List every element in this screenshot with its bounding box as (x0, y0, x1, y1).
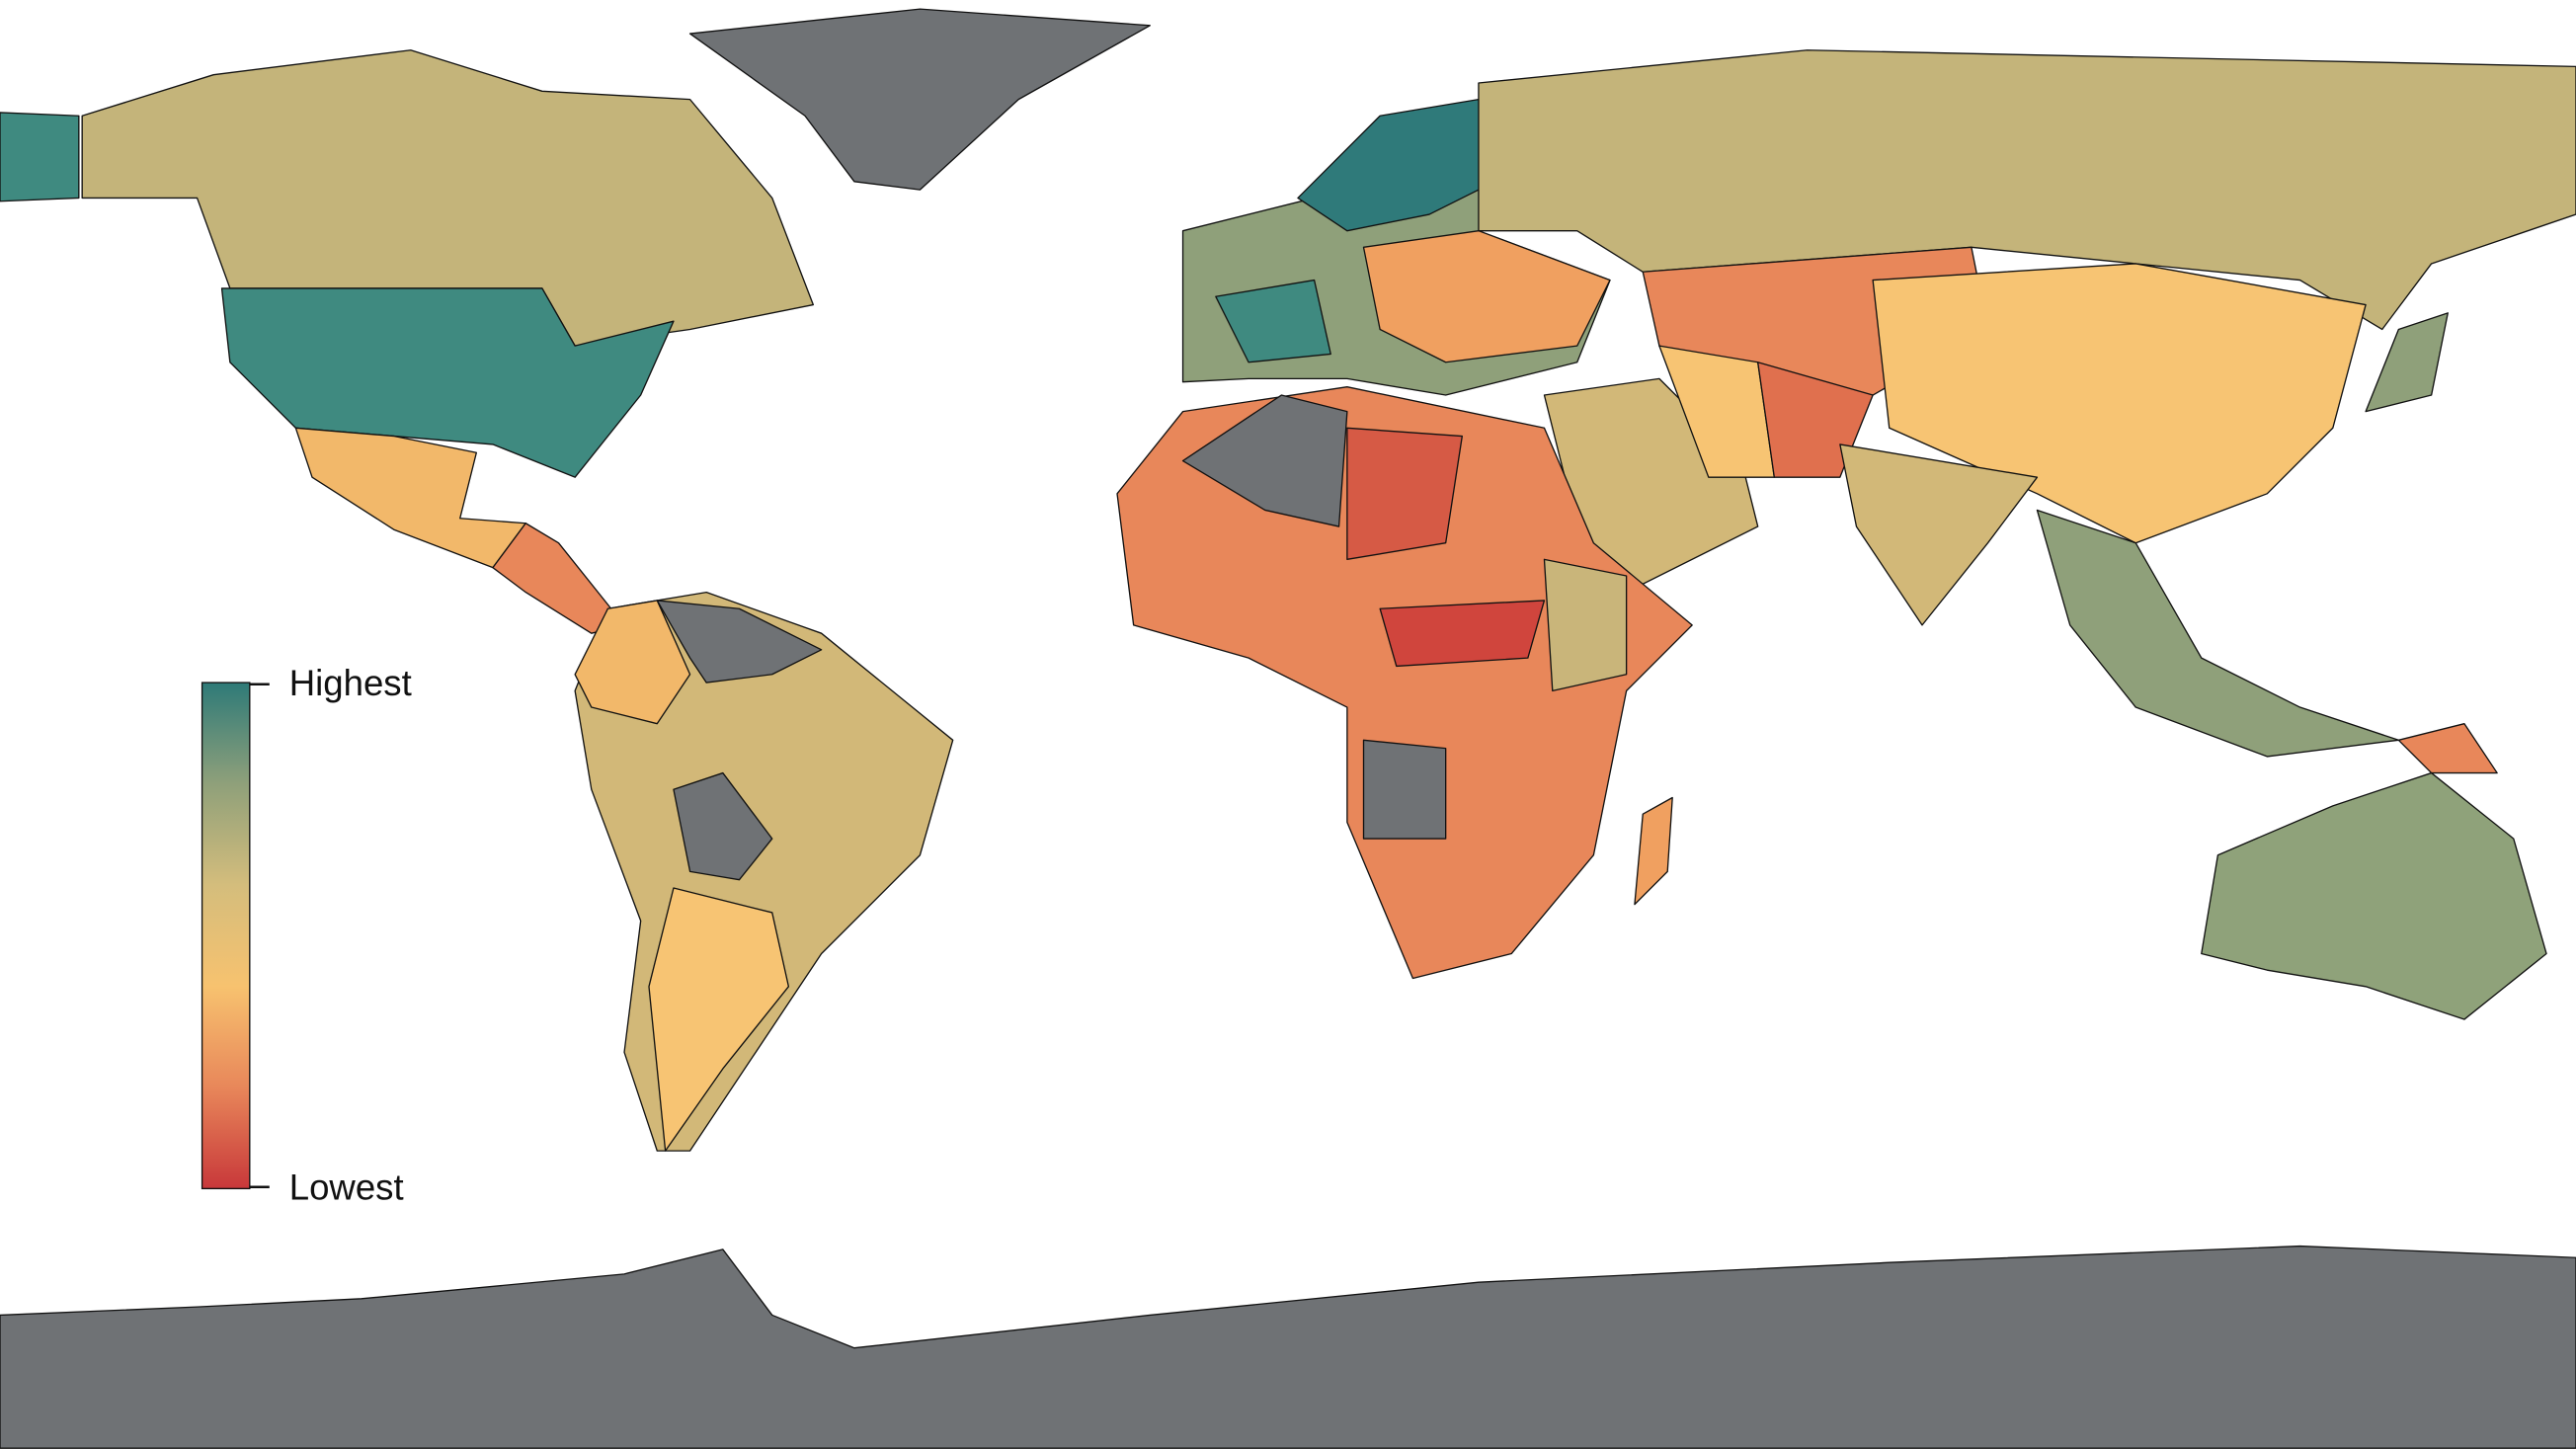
legend: Highest Lowest (201, 663, 412, 1208)
south-sudan (1379, 600, 1546, 668)
argentina (648, 887, 790, 1152)
africa (1116, 386, 1693, 980)
madagascar (1634, 796, 1673, 906)
angola (1362, 739, 1447, 840)
venezuela (656, 600, 823, 684)
landmasses (0, 8, 2576, 1449)
india (1839, 443, 2039, 626)
algeria (1181, 394, 1348, 527)
australia (2201, 771, 2547, 1020)
western-europe (1215, 279, 1331, 363)
southeast-asia (2036, 509, 2400, 758)
legend-low-label: Lowest (289, 1167, 404, 1208)
legend-gradient (201, 682, 251, 1190)
sahel (1346, 427, 1463, 561)
greenland (688, 8, 1151, 191)
papua-new-guinea (2397, 723, 2498, 774)
east-africa (1543, 558, 1628, 692)
canada (81, 49, 814, 347)
bolivia (673, 771, 773, 881)
antarctica (0, 1245, 2576, 1449)
japan (2365, 312, 2449, 413)
legend-high-label: Highest (289, 663, 412, 703)
alaska (0, 112, 80, 202)
mexico (294, 427, 526, 569)
usa (220, 287, 675, 478)
